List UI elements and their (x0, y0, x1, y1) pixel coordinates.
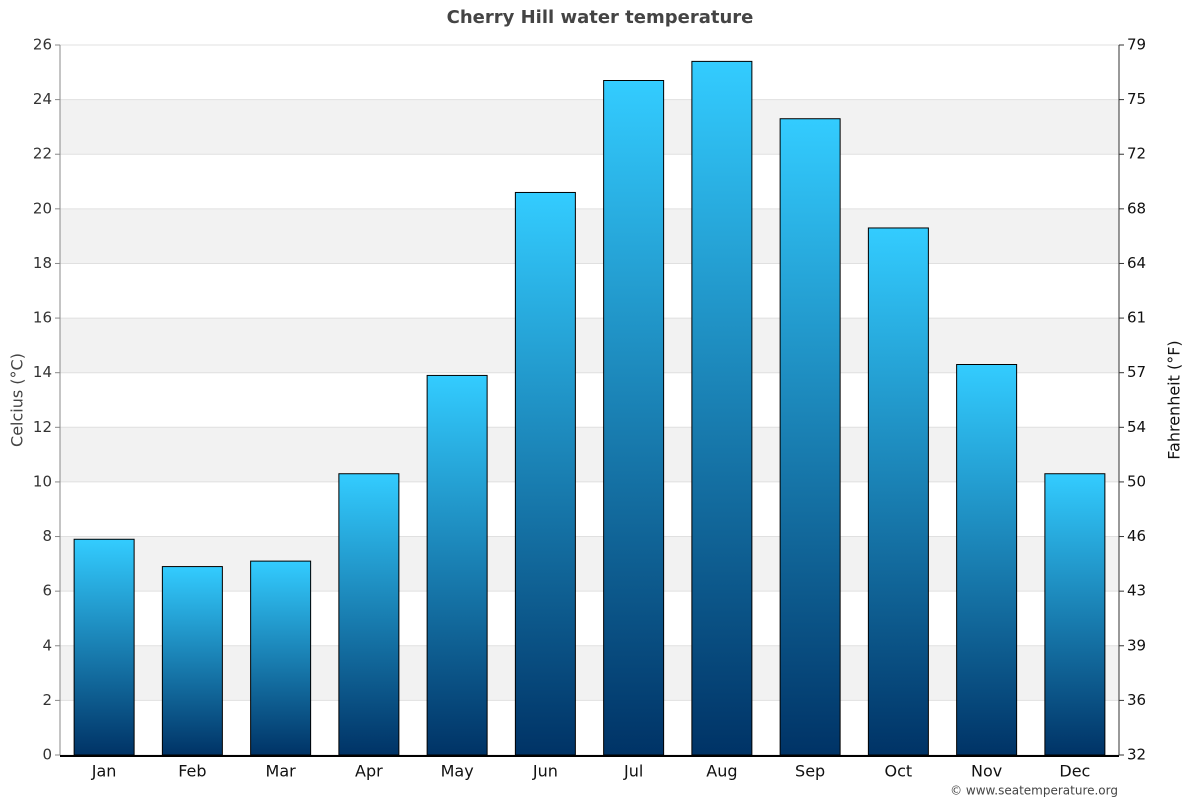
credit: © www.seatemperature.org (950, 784, 1118, 798)
y2-tick-label: 57 (1127, 363, 1146, 381)
x-tick-label: Feb (178, 762, 206, 781)
bar (1044, 473, 1106, 756)
grid-band (60, 208, 1119, 264)
y2-tick-label: 75 (1127, 90, 1146, 108)
y-tick-label: 2 (42, 691, 52, 709)
bar (426, 374, 488, 756)
bar (867, 227, 929, 756)
x-tick-label: Jan (91, 762, 117, 781)
x-tick-label: Sep (795, 762, 825, 781)
y-tick-label: 12 (33, 418, 52, 436)
y2-tick-label: 39 (1127, 636, 1146, 654)
bar (603, 80, 665, 756)
y-tick-label: 20 (33, 199, 52, 217)
y2-tick-label: 43 (1127, 582, 1146, 600)
y2-tick-label: 68 (1127, 199, 1146, 217)
bar (161, 566, 223, 756)
grid-band (60, 645, 1119, 701)
x-tick-label: Jul (623, 762, 643, 781)
y-tick-label: 26 (33, 36, 52, 54)
x-tick-label: May (441, 762, 474, 781)
grid-band (60, 99, 1119, 155)
x-tick-label: Oct (885, 762, 913, 781)
y2-tick-label: 36 (1127, 691, 1146, 709)
x-tick-label: Apr (355, 762, 383, 781)
y-tick-label: 14 (33, 363, 52, 381)
y-tick-label: 10 (33, 472, 52, 490)
bar (779, 118, 841, 756)
y-tick-label: 16 (33, 309, 52, 327)
y-tick-label: 6 (42, 582, 52, 600)
chart-title: Cherry Hill water temperature (447, 7, 754, 28)
bar (338, 473, 400, 756)
y2-tick-label: 54 (1127, 418, 1146, 436)
bar (956, 364, 1018, 756)
bar (73, 538, 135, 756)
y-tick-label: 22 (33, 145, 52, 163)
bar (691, 60, 753, 756)
x-tick-label: Mar (266, 762, 297, 781)
y-tick-label: 18 (33, 254, 52, 272)
bar (514, 191, 576, 756)
x-tick-label: Aug (706, 762, 737, 781)
grid-band (60, 427, 1119, 482)
y2-tick-label: 46 (1127, 527, 1146, 545)
bar (250, 560, 312, 756)
y2-tick-label: 79 (1127, 36, 1146, 54)
x-tick-label: Nov (971, 762, 1002, 781)
y2-axis-label: Fahrenheit (°F) (1165, 340, 1184, 459)
y-tick-label: 8 (42, 527, 52, 545)
y-tick-label: 24 (33, 90, 52, 108)
grid-band (60, 318, 1119, 373)
x-tick-label: Dec (1059, 762, 1090, 781)
x-tick-label: Jun (532, 762, 558, 781)
y-tick-label: 4 (42, 636, 52, 654)
y2-tick-label: 64 (1127, 254, 1146, 272)
y2-tick-label: 32 (1127, 746, 1146, 764)
y2-tick-label: 72 (1127, 145, 1146, 163)
y2-tick-label: 50 (1127, 472, 1146, 490)
y-axis-label: Celcius (°C) (8, 353, 27, 447)
y-tick-label: 0 (42, 746, 52, 764)
y2-tick-label: 61 (1127, 309, 1146, 327)
grid-band (60, 536, 1119, 592)
